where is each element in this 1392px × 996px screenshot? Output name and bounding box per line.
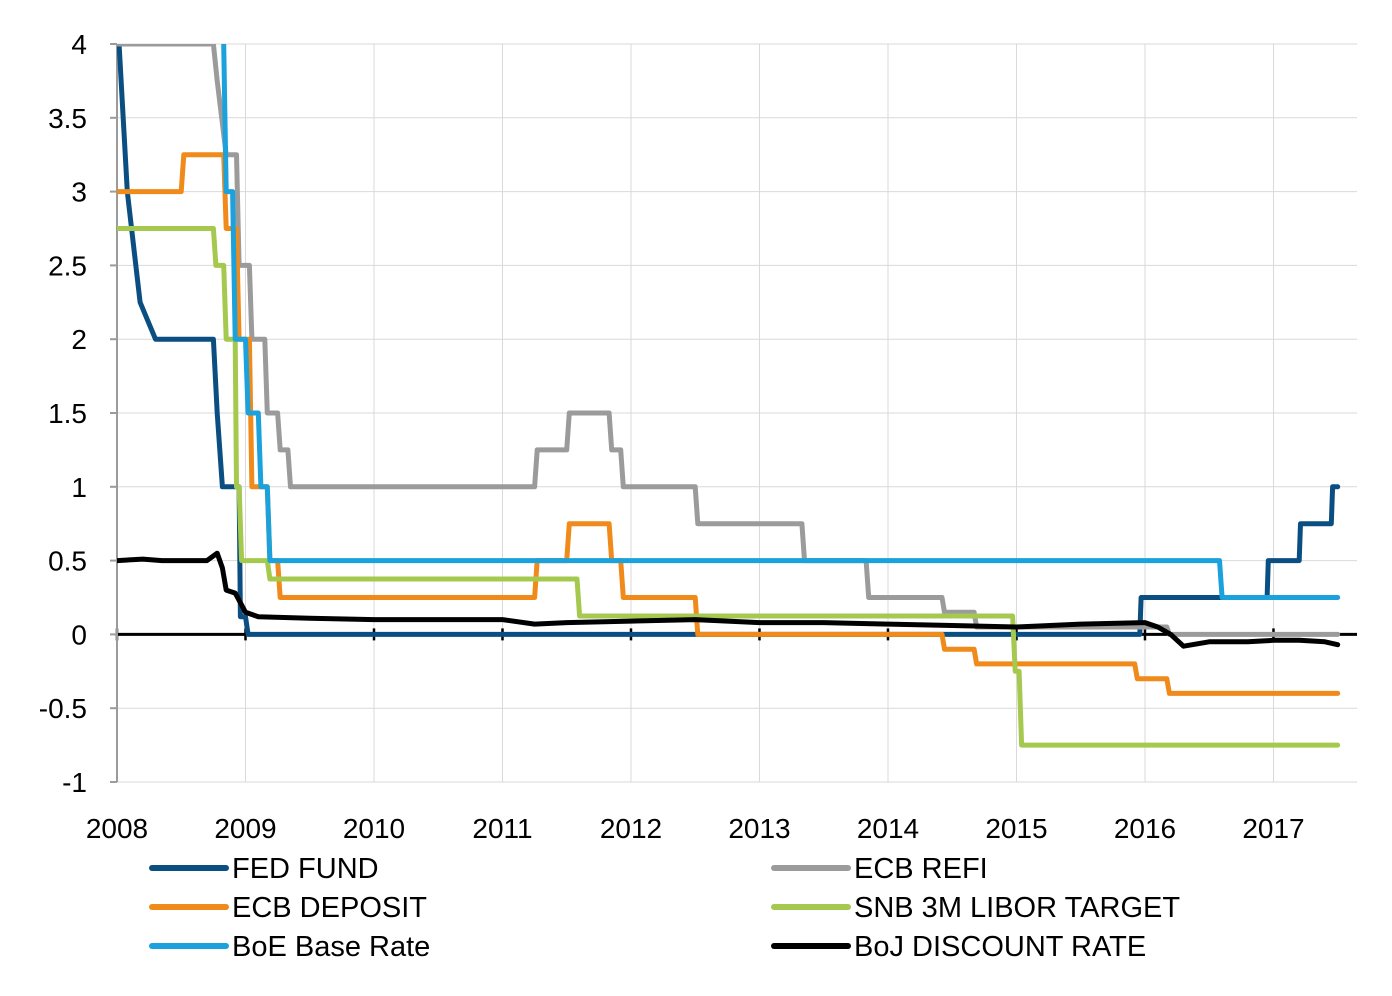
series-line	[117, 550, 1341, 649]
y-tick-label: -1	[62, 767, 87, 798]
x-tick-label: 2017	[1242, 813, 1304, 844]
y-tick-label: 3.5	[48, 103, 87, 134]
x-tick-label: 2010	[343, 813, 405, 844]
legend-label: ECB REFI	[854, 853, 988, 885]
y-tick-label: 4	[71, 29, 87, 60]
legend-label: SNB 3M LIBOR TARGET	[854, 892, 1180, 924]
series-line	[221, 44, 1341, 600]
y-tick-label: 0.5	[48, 546, 87, 577]
x-tick-label: 2014	[857, 813, 919, 844]
axes	[110, 43, 118, 783]
series-line	[117, 226, 1341, 748]
series-line	[117, 152, 1341, 696]
y-tick-label: 2	[71, 324, 87, 355]
y-tick-label: -0.5	[39, 693, 87, 724]
y-tick-label: 1.5	[48, 398, 87, 429]
legend: FED FUND ECB REFI ECB DEPOSIT SNB 3M LIBOR …	[149, 853, 1180, 963]
legend-label: FED FUND	[232, 853, 379, 885]
grid-lines	[117, 43, 1357, 783]
x-tick-label: 2008	[86, 813, 148, 844]
legend-label: ECB DEPOSIT	[232, 892, 427, 924]
x-tick-labels: 2008 2009 2010 2011 2012 2013 2014 2015 2016 2017	[86, 813, 1305, 844]
y-tick-label: 2.5	[48, 250, 87, 281]
y-tick-label: 1	[71, 472, 87, 503]
y-tick-label: 0	[71, 619, 87, 650]
series-lines	[117, 44, 1341, 748]
series-line	[117, 44, 1341, 637]
legend-label: BoJ DISCOUNT RATE	[854, 931, 1146, 963]
x-tick-label: 2011	[472, 813, 532, 844]
y-tick-labels: 4 3.5 3 2.5 2 1.5 1 0.5 0 -0.5 -1	[39, 29, 87, 798]
legend-label: BoE Base Rate	[232, 931, 430, 963]
y-tick-label: 3	[71, 177, 87, 208]
x-tick-label: 2016	[1114, 813, 1176, 844]
x-tick-label: 2015	[985, 813, 1047, 844]
x-tick-label: 2012	[600, 813, 662, 844]
x-tick-label: 2013	[728, 813, 790, 844]
x-tick-label: 2009	[214, 813, 276, 844]
